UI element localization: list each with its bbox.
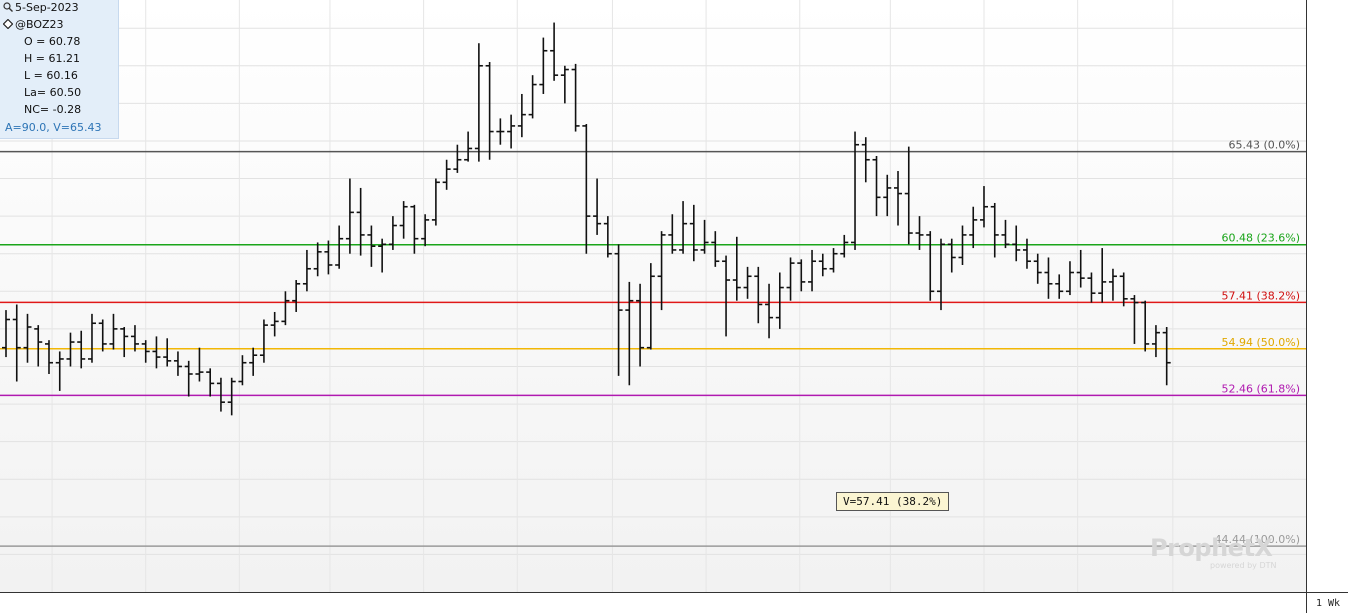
magnifier-icon	[3, 2, 13, 12]
quote-high: H = 61.21	[24, 52, 80, 65]
quote-last: La= 60.50	[24, 86, 82, 99]
cursor-readout: A=90.0, V=65.43	[5, 121, 102, 134]
quote-low: L = 60.16	[24, 69, 78, 82]
prophetx-watermark: ProphetX powered by DTN	[1150, 534, 1276, 570]
quote-info-panel: 5-Sep-2023 @BOZ23 O = 60.78 H = 61.21 L …	[0, 0, 119, 139]
diamond-icon	[3, 19, 13, 29]
chart-plot-area[interactable]	[0, 0, 1306, 592]
price-axis[interactable]	[1306, 0, 1348, 592]
fib-level-label: 52.46 (61.8%)	[1221, 382, 1300, 395]
fib-level-label: 65.43 (0.0%)	[1228, 139, 1300, 152]
watermark-sub: powered by DTN	[1210, 561, 1277, 570]
fib-level-label: 54.94 (50.0%)	[1221, 336, 1300, 349]
timeframe-label[interactable]: 1 Wk	[1306, 592, 1348, 613]
time-axis[interactable]	[0, 592, 1306, 613]
fib-level-label: 44.44 (100.0%)	[1214, 533, 1300, 546]
fib-level-label: 60.48 (23.6%)	[1221, 232, 1300, 245]
fib-level-label: 57.41 (38.2%)	[1221, 289, 1300, 302]
quote-symbol: @BOZ23	[15, 18, 64, 31]
quote-net-change: NC= -0.28	[24, 103, 82, 116]
cursor-value-box: V=57.41 (38.2%)	[836, 492, 950, 511]
watermark-main: ProphetX	[1150, 534, 1273, 562]
quote-date: 5-Sep-2023	[15, 1, 79, 14]
quote-open: O = 60.78	[24, 35, 81, 48]
